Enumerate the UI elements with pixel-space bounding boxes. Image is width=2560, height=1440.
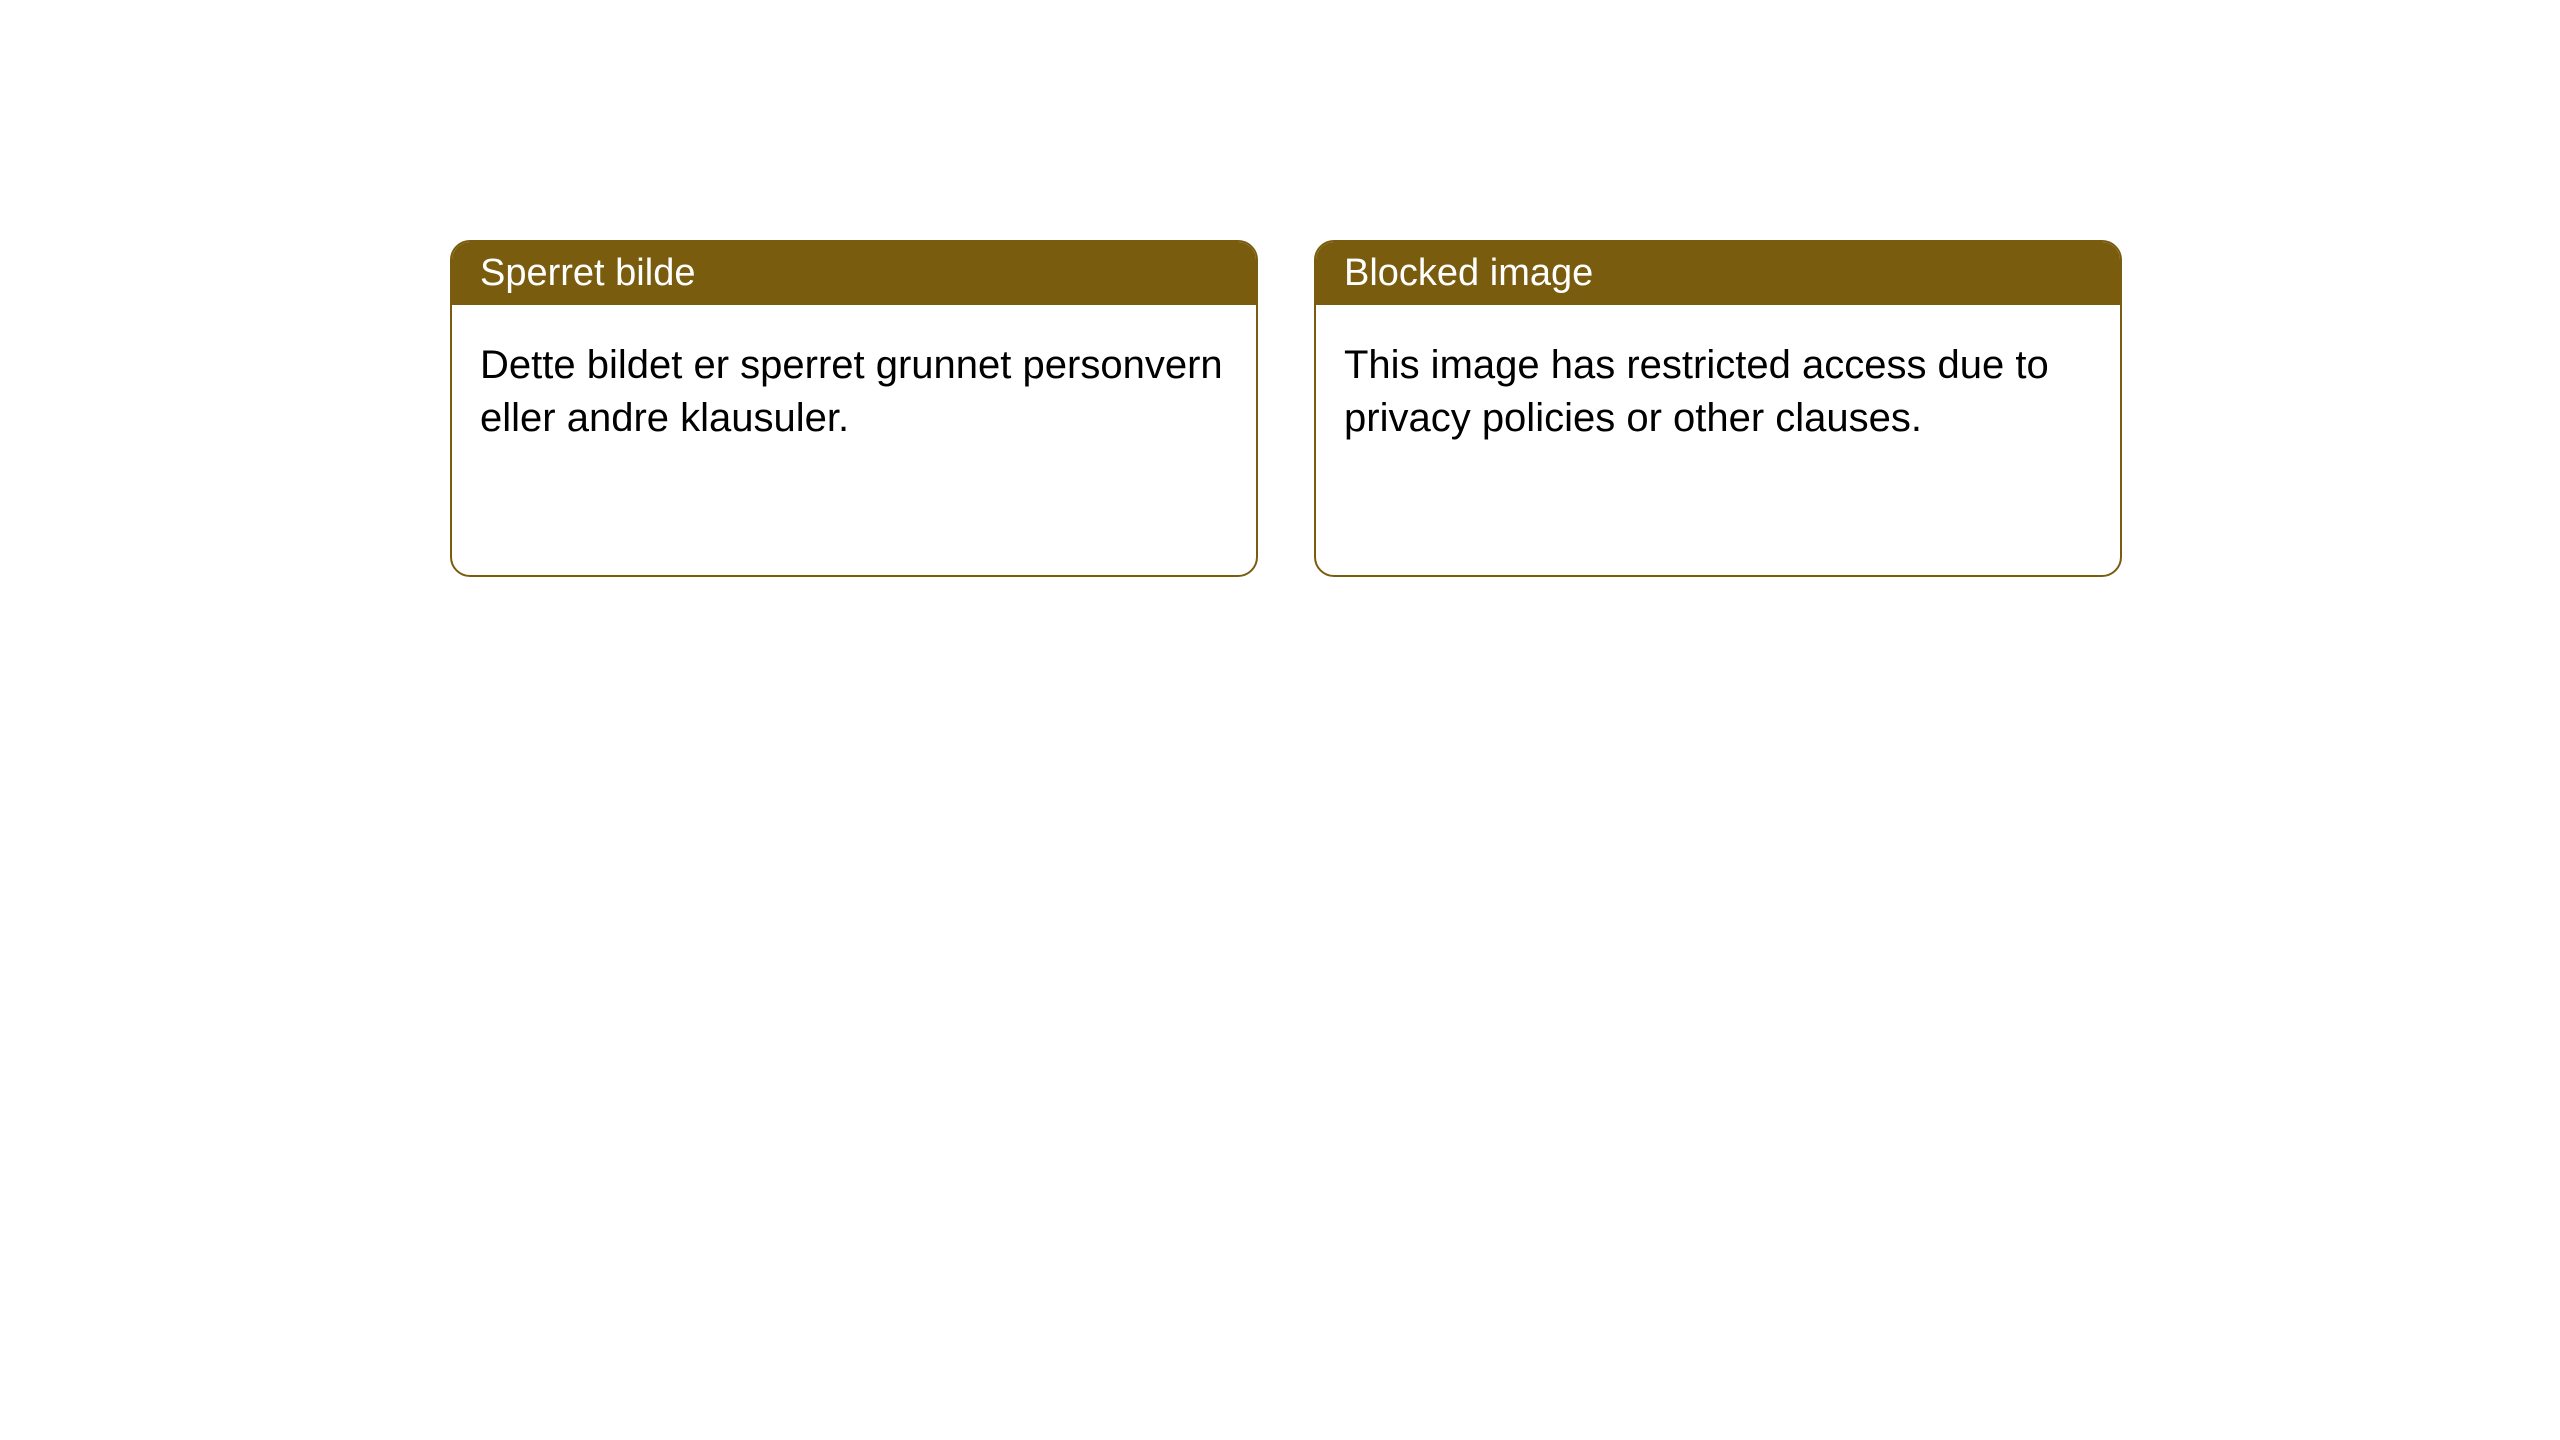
card-message-no: Dette bildet er sperret grunnet personve… [480,343,1223,440]
card-body-en: This image has restricted access due to … [1316,305,2120,479]
blocked-image-card-en: Blocked image This image has restricted … [1314,240,2122,577]
card-title-en: Blocked image [1344,252,1593,294]
card-header-en: Blocked image [1316,242,2120,305]
blocked-image-card-no: Sperret bilde Dette bildet er sperret gr… [450,240,1258,577]
card-body-no: Dette bildet er sperret grunnet personve… [452,305,1256,479]
card-header-no: Sperret bilde [452,242,1256,305]
card-message-en: This image has restricted access due to … [1344,343,2049,440]
card-title-no: Sperret bilde [480,252,695,294]
notice-container: Sperret bilde Dette bildet er sperret gr… [0,0,2560,577]
